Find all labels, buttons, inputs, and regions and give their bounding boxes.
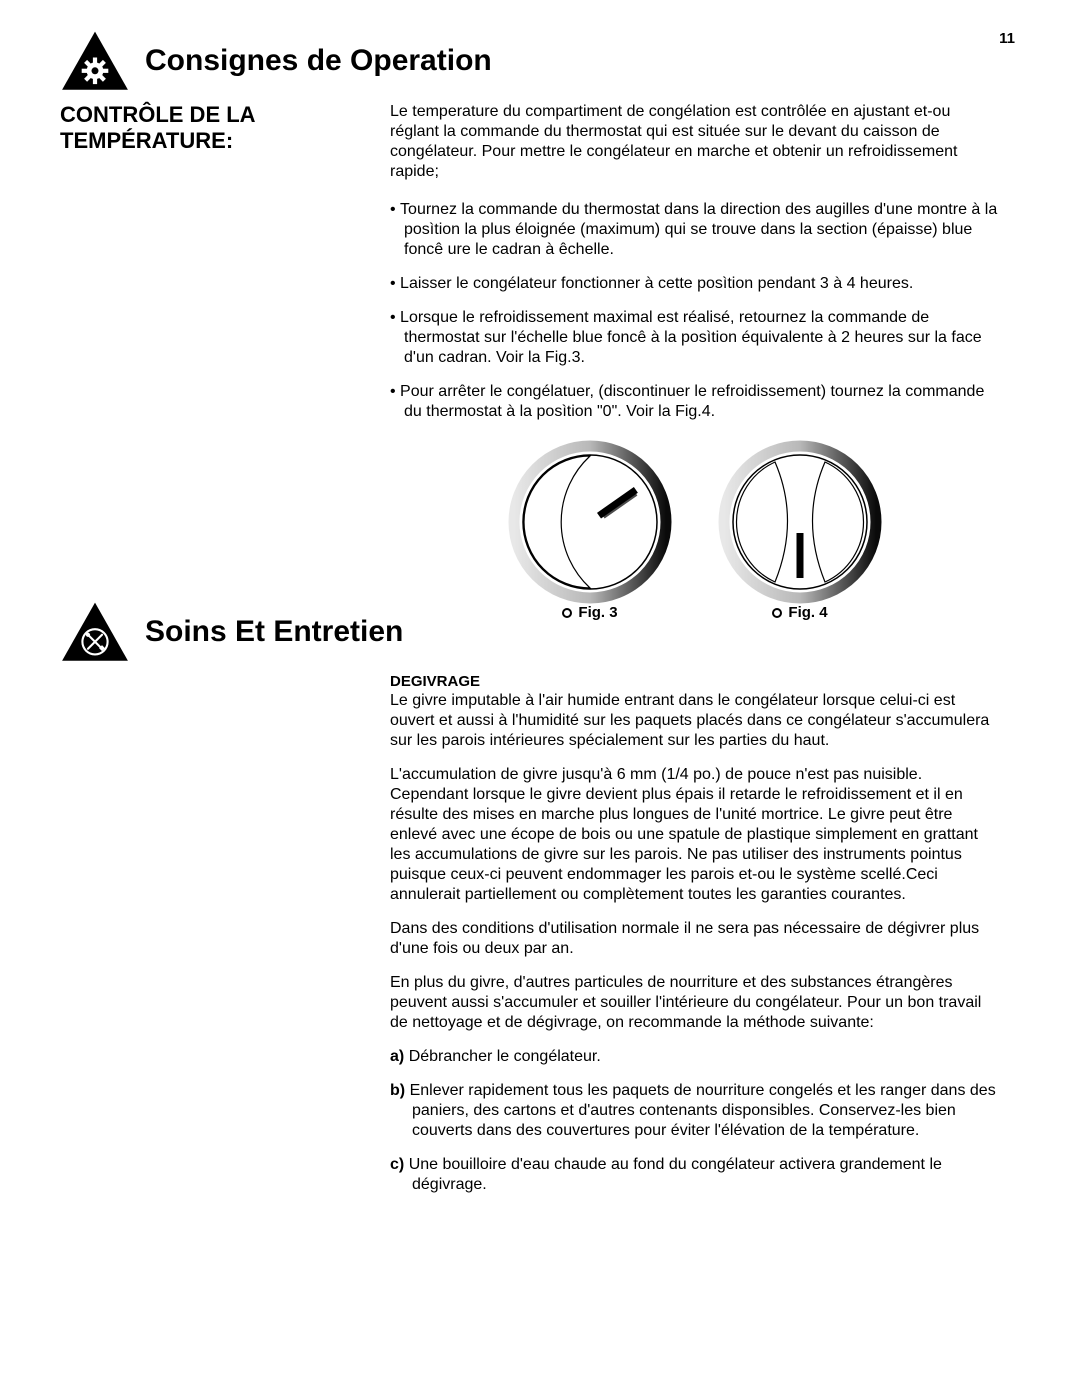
degivrage-para-4: En plus du givre, d'autres particules de… [390, 973, 1000, 1033]
caption-dot-icon [562, 608, 572, 618]
manual-page: 11 Consignes de Operation [0, 0, 1080, 1397]
step-text: Débrancher le congélateur. [409, 1048, 601, 1065]
section2-title: Soins Et Entretien [145, 615, 403, 649]
step-c: c) Une bouilloire d'eau chaude au fond d… [390, 1155, 1000, 1195]
fig3-caption: Fig. 3 [495, 604, 685, 621]
instruction-bullets: Tournez la commande du thermostat dans l… [390, 200, 1000, 422]
degivrage-para-3: Dans des conditions d'utilisation normal… [390, 919, 1000, 959]
section1-body: CONTRÔLE DE LA TEMPÉRATURE: Le temperatu… [60, 102, 1020, 631]
figures-row: Fig. 3 [390, 440, 1000, 621]
step-b: b) Enlever rapidement tous les paquets d… [390, 1081, 1000, 1141]
fig4-caption: Fig. 4 [705, 604, 895, 621]
step-text: Une bouilloire d'eau chaude au fond du c… [409, 1156, 942, 1193]
step-letter: b) [390, 1082, 405, 1099]
dial-fig4-icon [705, 440, 895, 610]
step-text: Enlever rapidement tous les paquets de n… [410, 1082, 996, 1139]
temperature-control-heading: CONTRÔLE DE LA TEMPÉRATURE: [60, 102, 360, 155]
fig3-caption-text: Fig. 3 [578, 604, 617, 621]
bullet-item: Tournez la commande du thermostat dans l… [390, 200, 1000, 260]
degivrage-heading: DEGIVRAGE [390, 673, 1000, 690]
degivrage-para-1: Le givre imputable à l'air humide entran… [390, 691, 1000, 751]
step-letter: c) [390, 1156, 404, 1173]
section1-header: Consignes de Operation [60, 30, 1020, 92]
gear-triangle-icon [60, 30, 130, 92]
page-number: 11 [999, 30, 1015, 47]
step-letter: a) [390, 1048, 404, 1065]
step-a: a) Débrancher le congélateur. [390, 1047, 1000, 1067]
bullet-item: Lorsque le refroidissement maximal est r… [390, 308, 1000, 368]
figure-4: Fig. 4 [705, 440, 895, 621]
fig4-caption-text: Fig. 4 [788, 604, 827, 621]
section1-title: Consignes de Operation [145, 44, 492, 78]
tools-triangle-icon [60, 601, 130, 663]
bullet-item: Pour arrêter le congélatuer, (discontinu… [390, 382, 1000, 422]
bullet-item: Laisser le congélateur fonctionner à cet… [390, 274, 1000, 294]
degivrage-para-2: L'accumulation de givre jusqu'à 6 mm (1/… [390, 765, 1000, 905]
defrost-steps: a) Débrancher le congélateur. b) Enlever… [390, 1047, 1000, 1195]
dial-fig3-icon [495, 440, 685, 610]
caption-dot-icon [772, 608, 782, 618]
intro-paragraph: Le temperature du compartiment de congél… [390, 102, 1000, 182]
section2-body: DEGIVRAGE Le givre imputable à l'air hum… [60, 673, 1020, 1209]
figure-3: Fig. 3 [495, 440, 685, 621]
